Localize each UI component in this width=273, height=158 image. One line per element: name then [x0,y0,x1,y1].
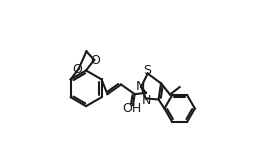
Text: S: S [143,64,151,77]
Text: N: N [142,94,151,107]
Text: OH: OH [123,102,142,115]
Text: O: O [72,63,82,76]
Text: N: N [135,80,145,93]
Text: O: O [90,54,100,67]
